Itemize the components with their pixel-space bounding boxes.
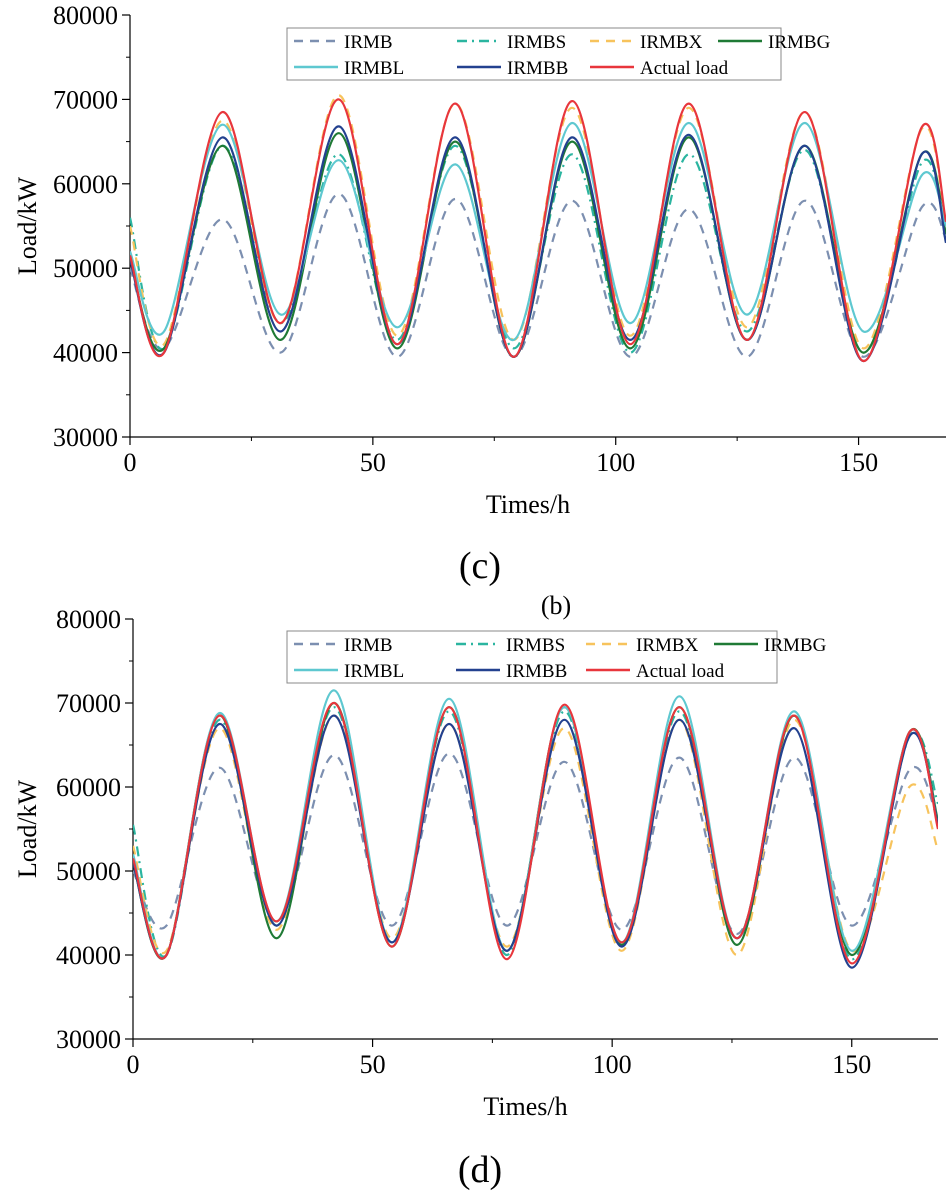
y-axis-label: Load/kW bbox=[13, 779, 42, 878]
y-tick-label: 40000 bbox=[56, 941, 121, 970]
y-tick-label: 60000 bbox=[53, 170, 118, 199]
legend-label-irmbs: IRMBS bbox=[507, 32, 566, 53]
legend-label-irmbs: IRMBS bbox=[506, 635, 565, 656]
panel-label-c: (c) bbox=[459, 545, 501, 587]
x-tick-label: 100 bbox=[596, 448, 635, 477]
chart-panel-d: 30000 40000 50000 60000 70000 80000 0 50 100 150 T… bbox=[13, 605, 938, 1121]
legend-label-actual-load: Actual load bbox=[636, 661, 725, 682]
legend-box bbox=[286, 27, 782, 81]
y-tick-label: 70000 bbox=[53, 85, 118, 114]
legend-label-irmbl: IRMBL bbox=[344, 661, 404, 682]
legend-box bbox=[286, 630, 778, 684]
x-axis-label: Times/h bbox=[486, 490, 570, 519]
series-line-irmb bbox=[130, 192, 946, 358]
x-tick-label: 150 bbox=[832, 1050, 871, 1079]
y-tick-label: 40000 bbox=[53, 339, 118, 368]
series-line-irmbl bbox=[130, 121, 946, 341]
series-line-actual-load bbox=[130, 98, 946, 363]
y-tick-label: 30000 bbox=[56, 1025, 121, 1054]
x-tick-label: 0 bbox=[127, 1050, 140, 1079]
y-tick-label: 50000 bbox=[53, 254, 118, 283]
panel-label-d: (d) bbox=[458, 1149, 502, 1191]
y-tick-label: 80000 bbox=[53, 1, 118, 30]
stray-panel-label: (b) bbox=[541, 591, 571, 620]
legend-label-irmbx: IRMBX bbox=[636, 635, 699, 656]
legend-label-irmb: IRMB bbox=[344, 32, 393, 53]
legend-label-actual-load: Actual load bbox=[640, 58, 729, 79]
x-tick-label: 50 bbox=[360, 448, 386, 477]
series-line-irmbl bbox=[133, 689, 938, 960]
y-tick-label: 30000 bbox=[53, 423, 118, 452]
x-axis-label: Times/h bbox=[483, 1092, 567, 1121]
legend-label-irmbl: IRMBL bbox=[344, 58, 404, 79]
y-tick-label: 80000 bbox=[56, 605, 121, 634]
legend-label-irmbb: IRMBB bbox=[506, 661, 567, 682]
series-group bbox=[130, 94, 946, 363]
x-tick-label: 100 bbox=[593, 1050, 632, 1079]
legend-label-irmbx: IRMBX bbox=[640, 32, 703, 53]
chart-panel-c: 30000 40000 50000 60000 70000 80000 0 50 100 150 T… bbox=[13, 1, 946, 519]
legend-label-irmbg: IRMBG bbox=[768, 32, 831, 53]
y-tick-label: 60000 bbox=[56, 773, 121, 802]
y-tick-label: 50000 bbox=[56, 857, 121, 886]
legend-label-irmbb: IRMBB bbox=[507, 58, 568, 79]
series-line-actual-load bbox=[133, 701, 938, 965]
legend-label-irmbg: IRMBG bbox=[764, 635, 827, 656]
series-group bbox=[133, 689, 938, 969]
series-line-irmbb bbox=[133, 714, 938, 969]
x-tick-label: 50 bbox=[360, 1050, 386, 1079]
series-line-irmbb bbox=[130, 125, 946, 363]
y-tick-label: 70000 bbox=[56, 689, 121, 718]
x-tick-label: 150 bbox=[839, 448, 878, 477]
legend-label-irmb: IRMB bbox=[344, 635, 393, 656]
y-axis-label: Load/kW bbox=[13, 176, 42, 275]
x-tick-label: 0 bbox=[124, 448, 137, 477]
